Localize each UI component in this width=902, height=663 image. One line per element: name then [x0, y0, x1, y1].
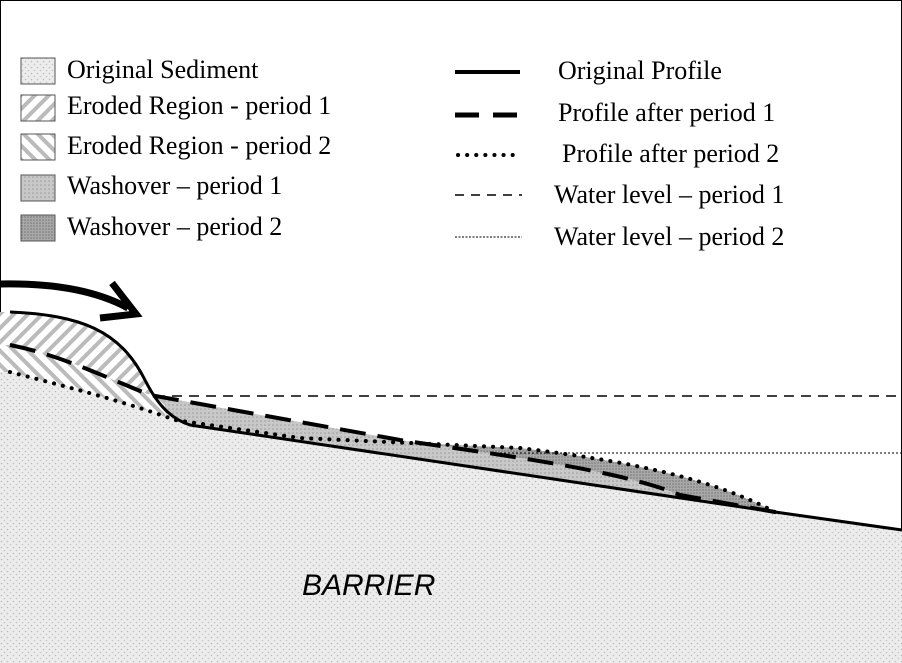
- swatch: [20, 94, 56, 122]
- legend-text: Original Sediment Eroded Region - period …: [67, 55, 784, 251]
- legend-label: Eroded Region - period 2: [67, 131, 331, 160]
- flow-arrow: [0, 280, 130, 312]
- fills-right: [165, 397, 902, 663]
- legend-label: Profile after period 1: [558, 98, 775, 127]
- swatch: [20, 174, 56, 202]
- flow-arrow-head: [99, 280, 143, 322]
- legend-label: Original Sediment: [67, 55, 259, 84]
- legend-label: Water level – period 2: [554, 222, 784, 251]
- swatch: [20, 133, 56, 161]
- legend-label: Water level – period 1: [554, 180, 784, 209]
- profile-period-2: [8, 370, 777, 514]
- legend-label: Original Profile: [558, 56, 722, 85]
- barrier-label: BARRIER: [302, 569, 435, 602]
- legend-lines: [455, 70, 522, 238]
- legend-label: Washover – period 1: [67, 171, 282, 200]
- original-profile: [9, 310, 902, 532]
- profile-period-1: [9, 343, 776, 514]
- legend: [20, 57, 56, 242]
- fills-left: [0, 312, 165, 663]
- swatch: [20, 57, 56, 85]
- legend-label: Washover – period 2: [67, 212, 282, 241]
- legend-label: Eroded Region - period 1: [67, 91, 331, 120]
- swatch: [20, 214, 56, 242]
- legend-label: Profile after period 2: [562, 139, 779, 168]
